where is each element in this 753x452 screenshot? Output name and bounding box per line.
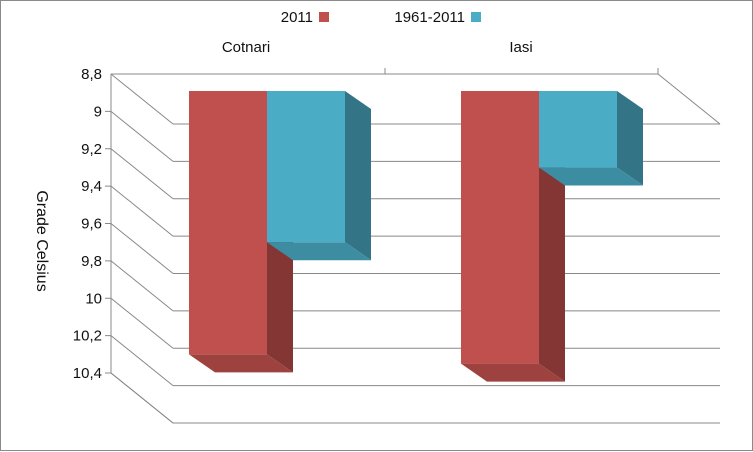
- bar-front: [461, 91, 539, 364]
- category-label: Cotnari: [222, 39, 270, 56]
- y-tick-label: 9,8: [81, 253, 102, 270]
- gridline-depth: [110, 335, 174, 387]
- legend-label: 2011: [281, 9, 313, 26]
- bar-end: [189, 354, 293, 373]
- bar-side: [345, 91, 371, 261]
- bar-side: [617, 91, 643, 186]
- bar-end: [461, 363, 565, 382]
- gridline-depth: [110, 110, 174, 162]
- y-tick-label: 10,4: [73, 365, 102, 382]
- gridline-depth: [110, 223, 174, 274]
- gridline-depth: [110, 297, 174, 349]
- bar-1961-2011-Iasi: [267, 91, 371, 261]
- bar-front: [539, 91, 617, 168]
- wall-edge-right: [657, 73, 721, 125]
- y-tick-label: 9: [94, 103, 102, 120]
- axis-labels: 8,8 9 9,2 9,4 9,6 9,8 10 10,2 10,4 Iasi Cotnari: [73, 39, 533, 382]
- y-tick-label: 10,2: [73, 328, 102, 345]
- gridline-depth: [110, 372, 174, 424]
- legend-label: 1961-2011: [394, 9, 465, 26]
- category-label: Iasi: [509, 39, 532, 56]
- bar-2011-Cotnari: [461, 91, 565, 382]
- gridline-depth: [110, 185, 174, 237]
- legend: 2011 1961-2011: [281, 9, 481, 26]
- y-tick-label: 9,2: [81, 141, 102, 158]
- wall-edge-left: [110, 73, 174, 125]
- y-tick-label: 9,4: [81, 178, 102, 195]
- y-tick-label: 10: [85, 290, 102, 307]
- y-tick-label: 8,8: [81, 66, 102, 83]
- bar-1961-2011-Cotnari: [539, 91, 643, 186]
- bar-end: [267, 242, 371, 261]
- gridline-depth: [110, 260, 174, 312]
- legend-swatch-2011: [319, 12, 329, 22]
- y-tick-label: 9,6: [81, 216, 102, 233]
- bar-end: [539, 167, 643, 186]
- gridline-depth: [110, 148, 174, 200]
- bar-front: [189, 91, 267, 355]
- y-axis-title: Grade Celsius: [33, 190, 50, 291]
- bars: [189, 91, 643, 382]
- legend-swatch-1961-2011: [471, 12, 481, 22]
- bar-front: [267, 91, 345, 243]
- bar-2011-Iasi: [189, 91, 293, 373]
